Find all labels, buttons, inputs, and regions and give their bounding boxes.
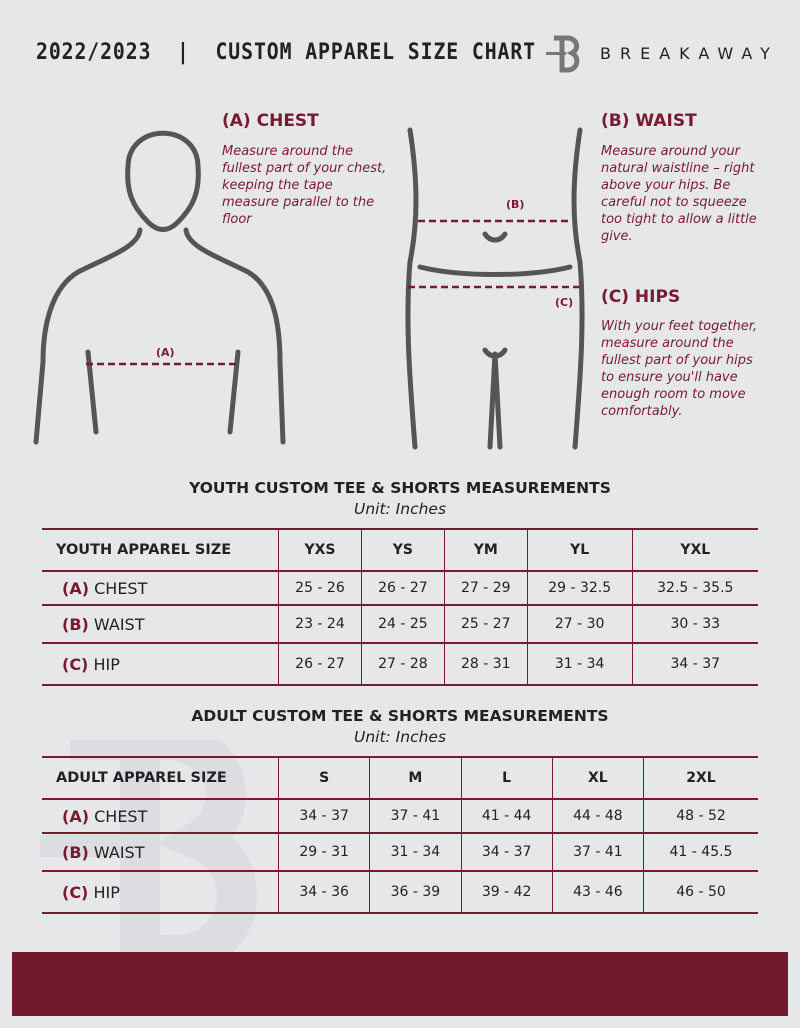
table-row: (B) WAIST 23 - 24 24 - 25 25 - 27 27 - 30 30 … [42,605,758,643]
measurement-letter: (C) [62,882,89,902]
measurement-value: 41 - 44 [461,799,553,833]
size-column-header: YXS [278,529,362,571]
table-header-row: ADULT APPAREL SIZE S M L XL 2XL [42,757,758,799]
measurement-value: 23 - 24 [278,605,362,643]
measurement-value: 29 - 31 [278,833,371,871]
measurement-value: 34 - 36 [278,871,371,913]
size-column-header: YL [527,529,633,571]
measurement-name: CHEST [94,578,148,598]
brand-name: BREAKAWAY [600,44,779,63]
table-row: (A) CHEST 25 - 26 26 - 27 27 - 29 29 - 32.5 3… [42,571,758,605]
measurement-value: 41 - 45.5 [669,844,733,860]
measurement-name: WAIST [93,614,145,634]
size-column-header: YM [444,529,528,571]
measurement-label: (A) CHEST [42,799,279,833]
adult-size-table: ADULT APPAREL SIZE S M L XL 2XL (A) CHEST 34 - … [42,756,758,914]
measurement-name: WAIST [93,842,145,862]
table-row: (C) HIP 34 - 36 36 - 39 39 - 42 43 - 46 46 - … [42,871,758,913]
chest-heading: (A) CHEST [222,111,319,131]
measurement-label: (B) WAIST [42,605,279,643]
measurement-value: 37 - 41 [552,833,645,871]
table-row: (B) WAIST 29 - 31 31 - 34 34 - 37 37 - 41 41 … [42,833,758,871]
measurement-value: 27 - 28 [361,643,445,685]
chest-description: Measure around the fullest part of your … [222,144,387,227]
size-column-header: L [461,757,553,799]
size-header: YOUTH APPAREL SIZE [42,529,279,571]
measurement-value: 24 - 25 [361,605,445,643]
measurement-label: (B) WAIST [42,833,279,871]
measurement-value: 28 - 31 [444,643,528,685]
measurement-value: 36 - 39 [369,871,462,913]
measurement-value: 34 - 37 [278,799,371,833]
measurement-value: 31 - 34 [369,833,462,871]
footer-bar [12,952,788,1016]
measurement-value: 26 - 27 [278,643,362,685]
measurement-label: (A) CHEST [42,571,279,605]
table-row: (A) CHEST 34 - 37 37 - 41 41 - 44 44 - 48 48 … [42,799,758,833]
table-row: (C) HIP 26 - 27 27 - 28 28 - 31 31 - 34 34 - … [42,643,758,685]
size-column-header: YS [361,529,445,571]
measurement-value: 48 - 52 [676,808,726,824]
measurement-value: 25 - 26 [278,571,362,605]
measurement-value: 44 - 48 [552,799,645,833]
chest-marker: (A) [156,346,175,359]
waist-description: Measure around your natural waistline – … [601,144,757,244]
upper-body-figure: (A) [33,130,286,445]
size-column-header: XL [552,757,645,799]
size-header: ADULT APPAREL SIZE [42,757,279,799]
measurement-name: HIP [93,654,120,674]
breakaway-logo-icon [546,35,580,73]
size-column-header: YXL [680,542,711,558]
adult-section-title: ADULT CUSTOM TEE & SHORTS MEASUREMENTS [191,707,609,725]
measurement-letter: (A) [62,578,90,598]
measurement-letter: (A) [62,806,90,826]
youth-section-title: YOUTH CUSTOM TEE & SHORTS MEASUREMENTS [189,479,611,497]
measurement-value: 39 - 42 [461,871,553,913]
measurement-value: 27 - 29 [444,571,528,605]
measurement-value: 25 - 27 [444,605,528,643]
youth-size-table: YOUTH APPAREL SIZE YXS YS YM YL YXL (A) CHEST 2… [42,528,758,686]
measurement-value: 34 - 37 [670,656,721,672]
measurement-value: 46 - 50 [676,884,726,900]
adult-unit: Unit: Inches [353,728,447,746]
page-title: 2022/2023 | CUSTOM APPAREL SIZE CHART [36,40,537,65]
hips-heading: (C) HIPS [601,287,681,307]
measurement-name: HIP [93,882,120,902]
measurement-label: (C) HIP [42,643,279,685]
measurement-letter: (B) [62,614,89,634]
measurement-name: CHEST [94,806,148,826]
lower-body-figure: (B) (C) [405,127,585,450]
measurement-label: (C) HIP [42,871,279,913]
measurement-value: 27 - 30 [527,605,633,643]
size-column-header: 2XL [686,770,716,786]
hips-description: With your feet together, measure around … [601,319,758,419]
measurement-value: 37 - 41 [369,799,462,833]
measurement-value: 31 - 34 [527,643,633,685]
measurement-value: 26 - 27 [361,571,445,605]
table-header-row: YOUTH APPAREL SIZE YXS YS YM YL YXL [42,529,758,571]
hips-marker: (C) [555,296,573,309]
measurement-letter: (C) [62,654,89,674]
waist-heading: (B) WAIST [601,111,697,131]
waist-marker: (B) [506,198,524,211]
measurement-value: 29 - 32.5 [527,571,633,605]
size-column-header: M [369,757,462,799]
measurement-value: 30 - 33 [670,616,721,632]
measurement-value: 32.5 - 35.5 [657,580,734,596]
size-column-header: S [278,757,371,799]
measurement-letter: (B) [62,842,89,862]
measurement-value: 43 - 46 [552,871,645,913]
youth-unit: Unit: Inches [353,500,447,518]
measurement-value: 34 - 37 [461,833,553,871]
